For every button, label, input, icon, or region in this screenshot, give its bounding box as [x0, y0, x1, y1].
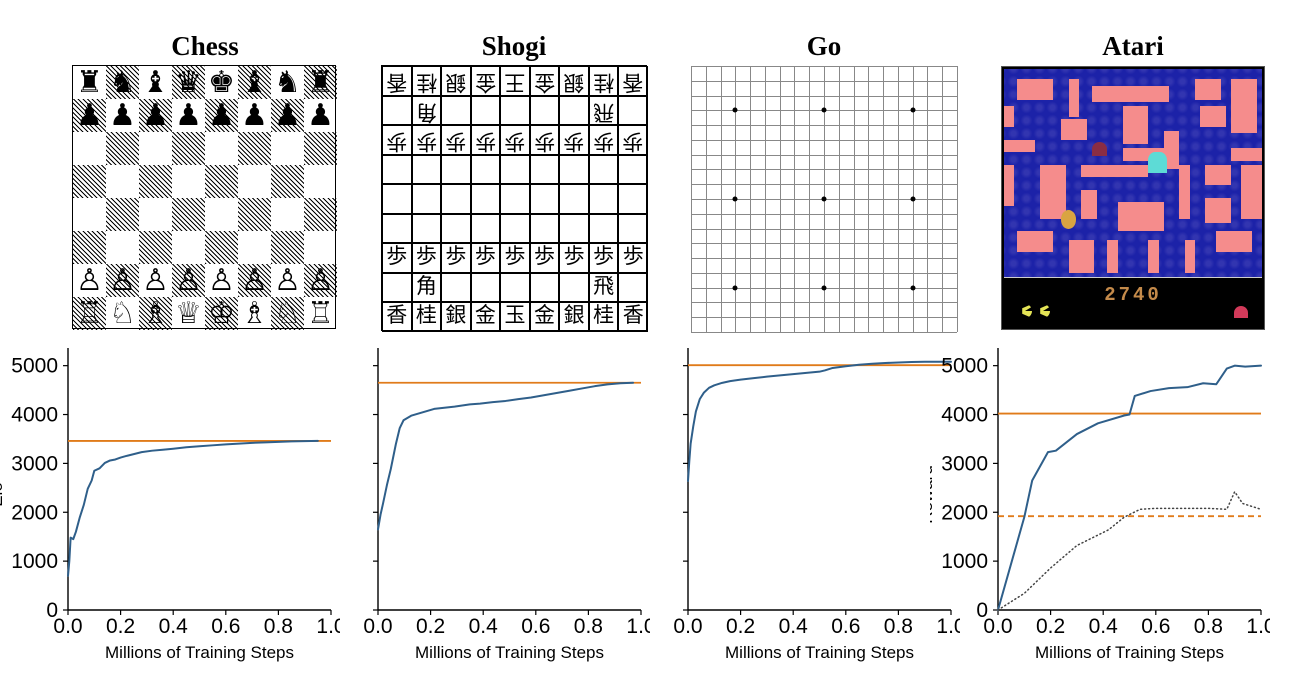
- svg-text:0.2: 0.2: [416, 615, 445, 638]
- svg-text:0.6: 0.6: [521, 615, 550, 638]
- svg-text:0.8: 0.8: [574, 615, 603, 638]
- svg-text:5000: 5000: [11, 355, 58, 378]
- svg-text:0.4: 0.4: [159, 615, 189, 638]
- svg-text:4000: 4000: [941, 404, 988, 427]
- svg-text:0.2: 0.2: [106, 615, 135, 638]
- svg-text:0.8: 0.8: [884, 615, 913, 638]
- svg-text:0.4: 0.4: [469, 615, 499, 638]
- svg-text:1000: 1000: [11, 550, 58, 573]
- svg-text:0.6: 0.6: [211, 615, 240, 638]
- svg-text:0.8: 0.8: [264, 615, 293, 638]
- svg-text:Millions of Training Steps: Millions of Training Steps: [415, 643, 604, 662]
- svg-text:0.6: 0.6: [1141, 615, 1170, 638]
- svg-text:1.0: 1.0: [1246, 615, 1270, 638]
- svg-text:0.2: 0.2: [1036, 615, 1065, 638]
- svg-text:1000: 1000: [941, 550, 988, 573]
- svg-text:0.4: 0.4: [779, 615, 809, 638]
- svg-text:Reward: Reward: [930, 465, 936, 524]
- svg-text:5000: 5000: [941, 355, 988, 378]
- svg-text:Millions of Training Steps: Millions of Training Steps: [725, 643, 914, 662]
- svg-text:2000: 2000: [11, 501, 58, 524]
- svg-text:0.0: 0.0: [363, 615, 392, 638]
- svg-text:0.0: 0.0: [983, 615, 1012, 638]
- svg-text:4000: 4000: [11, 404, 58, 427]
- svg-text:0.8: 0.8: [1194, 615, 1223, 638]
- svg-text:0.0: 0.0: [53, 615, 82, 638]
- svg-text:0.4: 0.4: [1089, 615, 1119, 638]
- svg-text:2000: 2000: [941, 501, 988, 524]
- svg-text:Elo: Elo: [0, 482, 6, 507]
- svg-text:3000: 3000: [11, 452, 58, 475]
- svg-text:Millions of Training Steps: Millions of Training Steps: [1035, 643, 1224, 662]
- svg-text:3000: 3000: [941, 452, 988, 475]
- svg-text:0.2: 0.2: [726, 615, 755, 638]
- svg-text:0.0: 0.0: [673, 615, 702, 638]
- svg-text:Millions of Training Steps: Millions of Training Steps: [105, 643, 294, 662]
- svg-text:0.6: 0.6: [831, 615, 860, 638]
